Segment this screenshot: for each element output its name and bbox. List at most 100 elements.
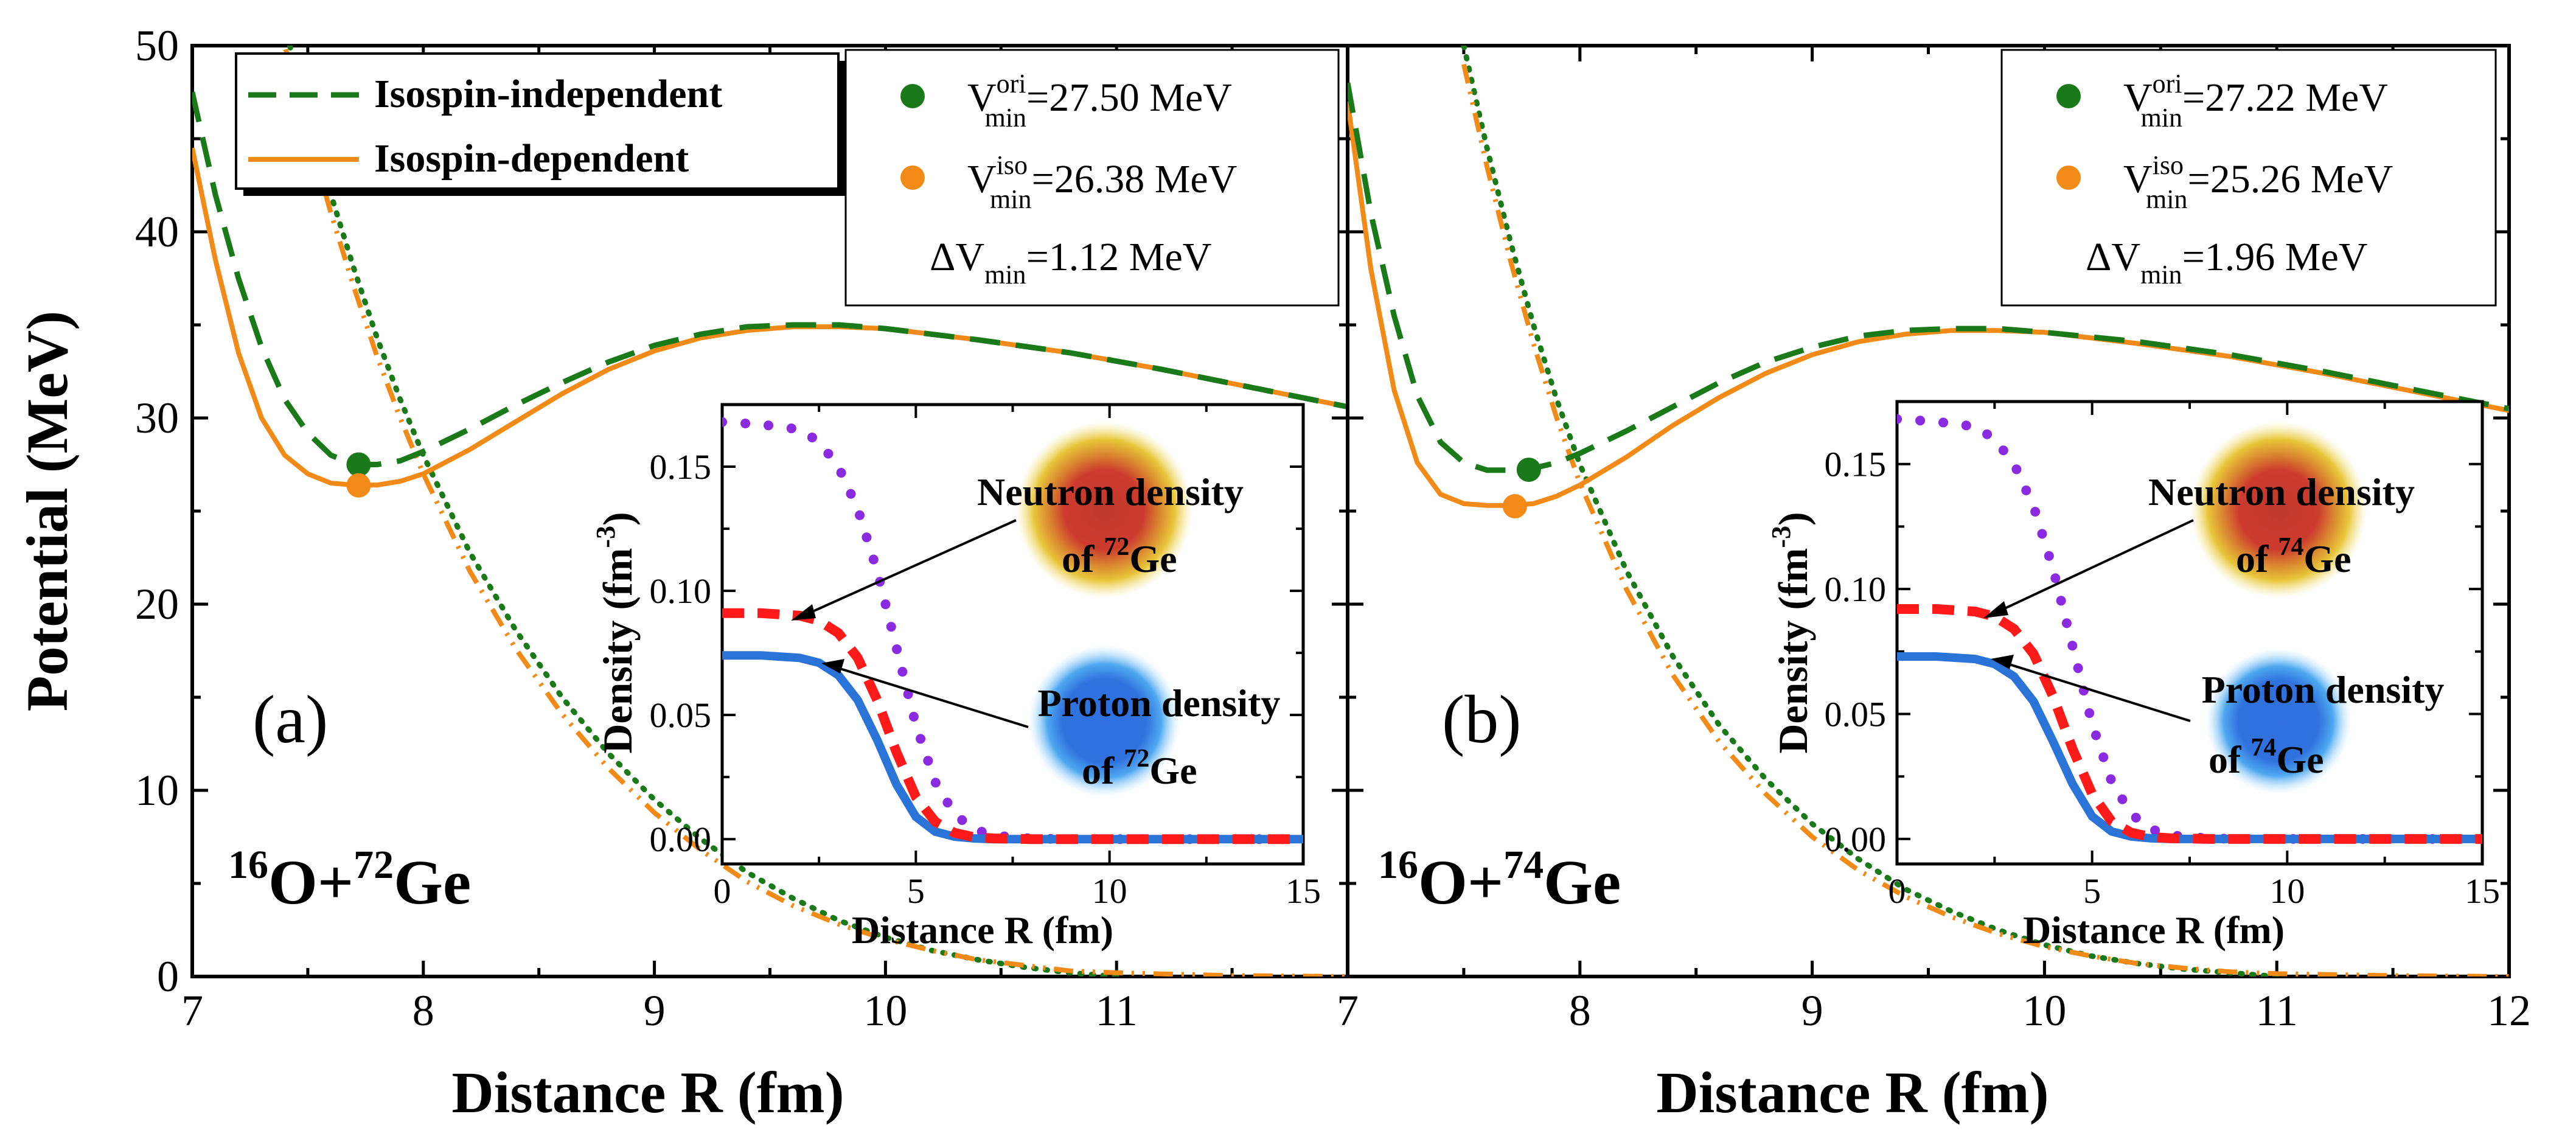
vmin-iso-text: Viso min=26.38 MeV <box>967 150 1237 214</box>
inset-x-tick-label: 15 <box>2465 871 2500 911</box>
inset-y-tick-label: 0.05 <box>1825 695 1887 734</box>
vmin-iso-text: Viso min=25.26 MeV <box>2123 150 2393 214</box>
x-tick-label: 10 <box>863 986 907 1035</box>
x-tick-label: 10 <box>2022 986 2066 1035</box>
legend-marker-iso <box>900 165 925 190</box>
series-orange-dashdot <box>1461 63 2509 977</box>
legend-marker-ori <box>2056 84 2081 108</box>
inset-y-tick-label: 0.15 <box>1825 445 1887 484</box>
proton-nucleus-label: of 72Ge <box>1082 745 1197 792</box>
main-curves <box>1348 46 2509 977</box>
x-tick-label: 9 <box>644 986 666 1035</box>
minimum-values-box: Vori min=27.22 MeV Viso min=25.26 MeV ΔVmi… <box>2000 49 2497 307</box>
series-green-dotted <box>1461 46 2280 977</box>
x-tick-label: 11 <box>1096 986 1138 1035</box>
legend-marker-iso <box>2056 165 2081 190</box>
legend-label-isospin-independent: Isospin-independent <box>374 72 722 116</box>
inset-x-axis-label: Distance R (fm) <box>852 908 1113 952</box>
y-tick-label: 40 <box>135 207 179 256</box>
y-axis-label: Potential (MeV) <box>15 311 80 711</box>
proton-arrowhead <box>821 659 844 674</box>
inset-y-tick-label: 0.10 <box>1825 569 1887 609</box>
panel-label: (b) <box>1442 682 1522 757</box>
vmin-ori-text: Vori min=27.50 MeV <box>967 69 1232 133</box>
neutron-arrowhead <box>791 604 816 621</box>
series-orange-dashdot <box>282 46 1348 977</box>
inset-density: 0.00 0.05 0.10 0.15 0 5 10 15 Density (fm-3) D… <box>1766 400 2500 952</box>
delta-vmin-text: ΔVmin=1.12 MeV <box>930 235 1211 290</box>
main-curves <box>192 46 1348 977</box>
neutron-density-label: Neutron density <box>977 470 1244 514</box>
proton-arrow <box>2001 661 2191 722</box>
y-tick-label: 50 <box>135 21 179 70</box>
series-isospin-dependent <box>192 147 1348 488</box>
inset-x-axis-label: Distance R (fm) <box>2023 908 2285 952</box>
reaction-label: 16O+74Ge <box>1378 843 1621 917</box>
neutron-arrow <box>801 519 1017 618</box>
x-tick-label: 7 <box>1337 986 1359 1035</box>
neutron-nucleus-label: of 72Ge <box>1062 533 1177 580</box>
inset-y-ticks: 0.00 0.05 0.10 0.15 <box>650 447 1303 859</box>
inset-x-tick-label: 5 <box>2083 871 2101 911</box>
y-tick-label: 20 <box>135 580 179 628</box>
x-ticks-group: 7 8 9 10 11 7 <box>181 46 1359 1035</box>
panel-b: 8 9 10 11 12 Distance R (fm) Vori min=27.22 M… <box>1346 44 2531 1125</box>
inset-x-tick-label: 0 <box>1888 871 1906 911</box>
minimum-iso-point <box>346 473 371 498</box>
legend-label-isospin-dependent: Isospin-dependent <box>374 136 689 181</box>
inset-y-tick-label: 0.10 <box>650 571 712 611</box>
legend: Isospin-independent Isospin-dependent <box>235 52 846 196</box>
inset-y-tick-label: 0.05 <box>650 695 712 735</box>
proton-density-blob <box>1028 645 1180 797</box>
reaction-label: 16O+72Ge <box>228 843 471 917</box>
inset-y-tick-label: 0.00 <box>650 820 712 859</box>
x-tick-label: 11 <box>2256 986 2298 1035</box>
proton-density-label: Proton density <box>2202 668 2445 711</box>
x-tick-label: 9 <box>1801 986 1823 1035</box>
inset-y-axis-label: Density (fm-3) <box>591 512 641 753</box>
delta-vmin-text: ΔVmin=1.96 MeV <box>2086 235 2367 290</box>
neutron-density-blob <box>1016 422 1192 598</box>
inset-density: 0.00 0.05 0.10 0.15 0 5 10 15 Density (fm-3) D… <box>591 403 1321 952</box>
inset-y-tick-label: 0.15 <box>650 447 712 487</box>
neutron-density-label: Neutron density <box>2148 470 2415 514</box>
inset-x-tick-label: 10 <box>2269 871 2305 911</box>
inset-x-tick-label: 0 <box>714 871 731 911</box>
y-tick-label: 0 <box>157 952 179 1001</box>
inset-series-red-dashes <box>722 608 1303 844</box>
inset-series-red-dashes <box>1897 604 2482 844</box>
neutron-arrow <box>1994 519 2194 615</box>
minimum-ori-point <box>346 452 371 477</box>
proton-density-label: Proton density <box>1038 681 1281 725</box>
y-tick-label: 30 <box>135 394 179 442</box>
proton-arrowhead <box>1991 655 2014 669</box>
inset-x-tick-label: 10 <box>1092 871 1127 911</box>
x-tick-label: 8 <box>413 986 434 1035</box>
minimum-ori-point <box>1516 458 1541 482</box>
y-tick-label: 10 <box>135 766 179 815</box>
inset-x-tick-label: 5 <box>907 871 925 911</box>
x-tick-label: 7 <box>181 986 203 1035</box>
neutron-nucleus-label: of 74Ge <box>2236 533 2351 580</box>
vmin-ori-text: Vori min=27.22 MeV <box>2123 69 2388 133</box>
inset-x-tick-label: 15 <box>1286 871 1321 911</box>
minimum-iso-point <box>1502 494 1527 519</box>
inset-series-purple-dots <box>1897 414 2482 844</box>
series-isospin-independent <box>1348 82 2509 473</box>
series-isospin-independent <box>192 91 1348 467</box>
x-tick-label: 12 <box>2487 986 2531 1035</box>
inset-y-ticks: 0.00 0.05 0.10 0.15 <box>1825 445 2482 859</box>
proton-arrow <box>832 665 1029 728</box>
x-tick-label: 8 <box>1569 986 1591 1035</box>
neutron-density-blob <box>2190 422 2367 598</box>
x-ticks-group: 8 9 10 11 12 <box>1346 46 2531 1035</box>
proton-nucleus-label: of 74Ge <box>2209 734 2324 781</box>
series-green-dotted <box>287 46 1119 977</box>
inset-y-axis-label: Density (fm-3) <box>1766 512 1816 753</box>
minimum-values-box: Vori min=27.50 MeV Viso min=26.38 MeV ΔVmi… <box>844 49 1340 307</box>
proton-density-blob <box>2205 648 2351 794</box>
inset-y-tick-label: 0.00 <box>1825 820 1887 859</box>
x-axis-label: Distance R (fm) <box>451 1060 844 1125</box>
x-axis-label: Distance R (fm) <box>1656 1060 2049 1125</box>
